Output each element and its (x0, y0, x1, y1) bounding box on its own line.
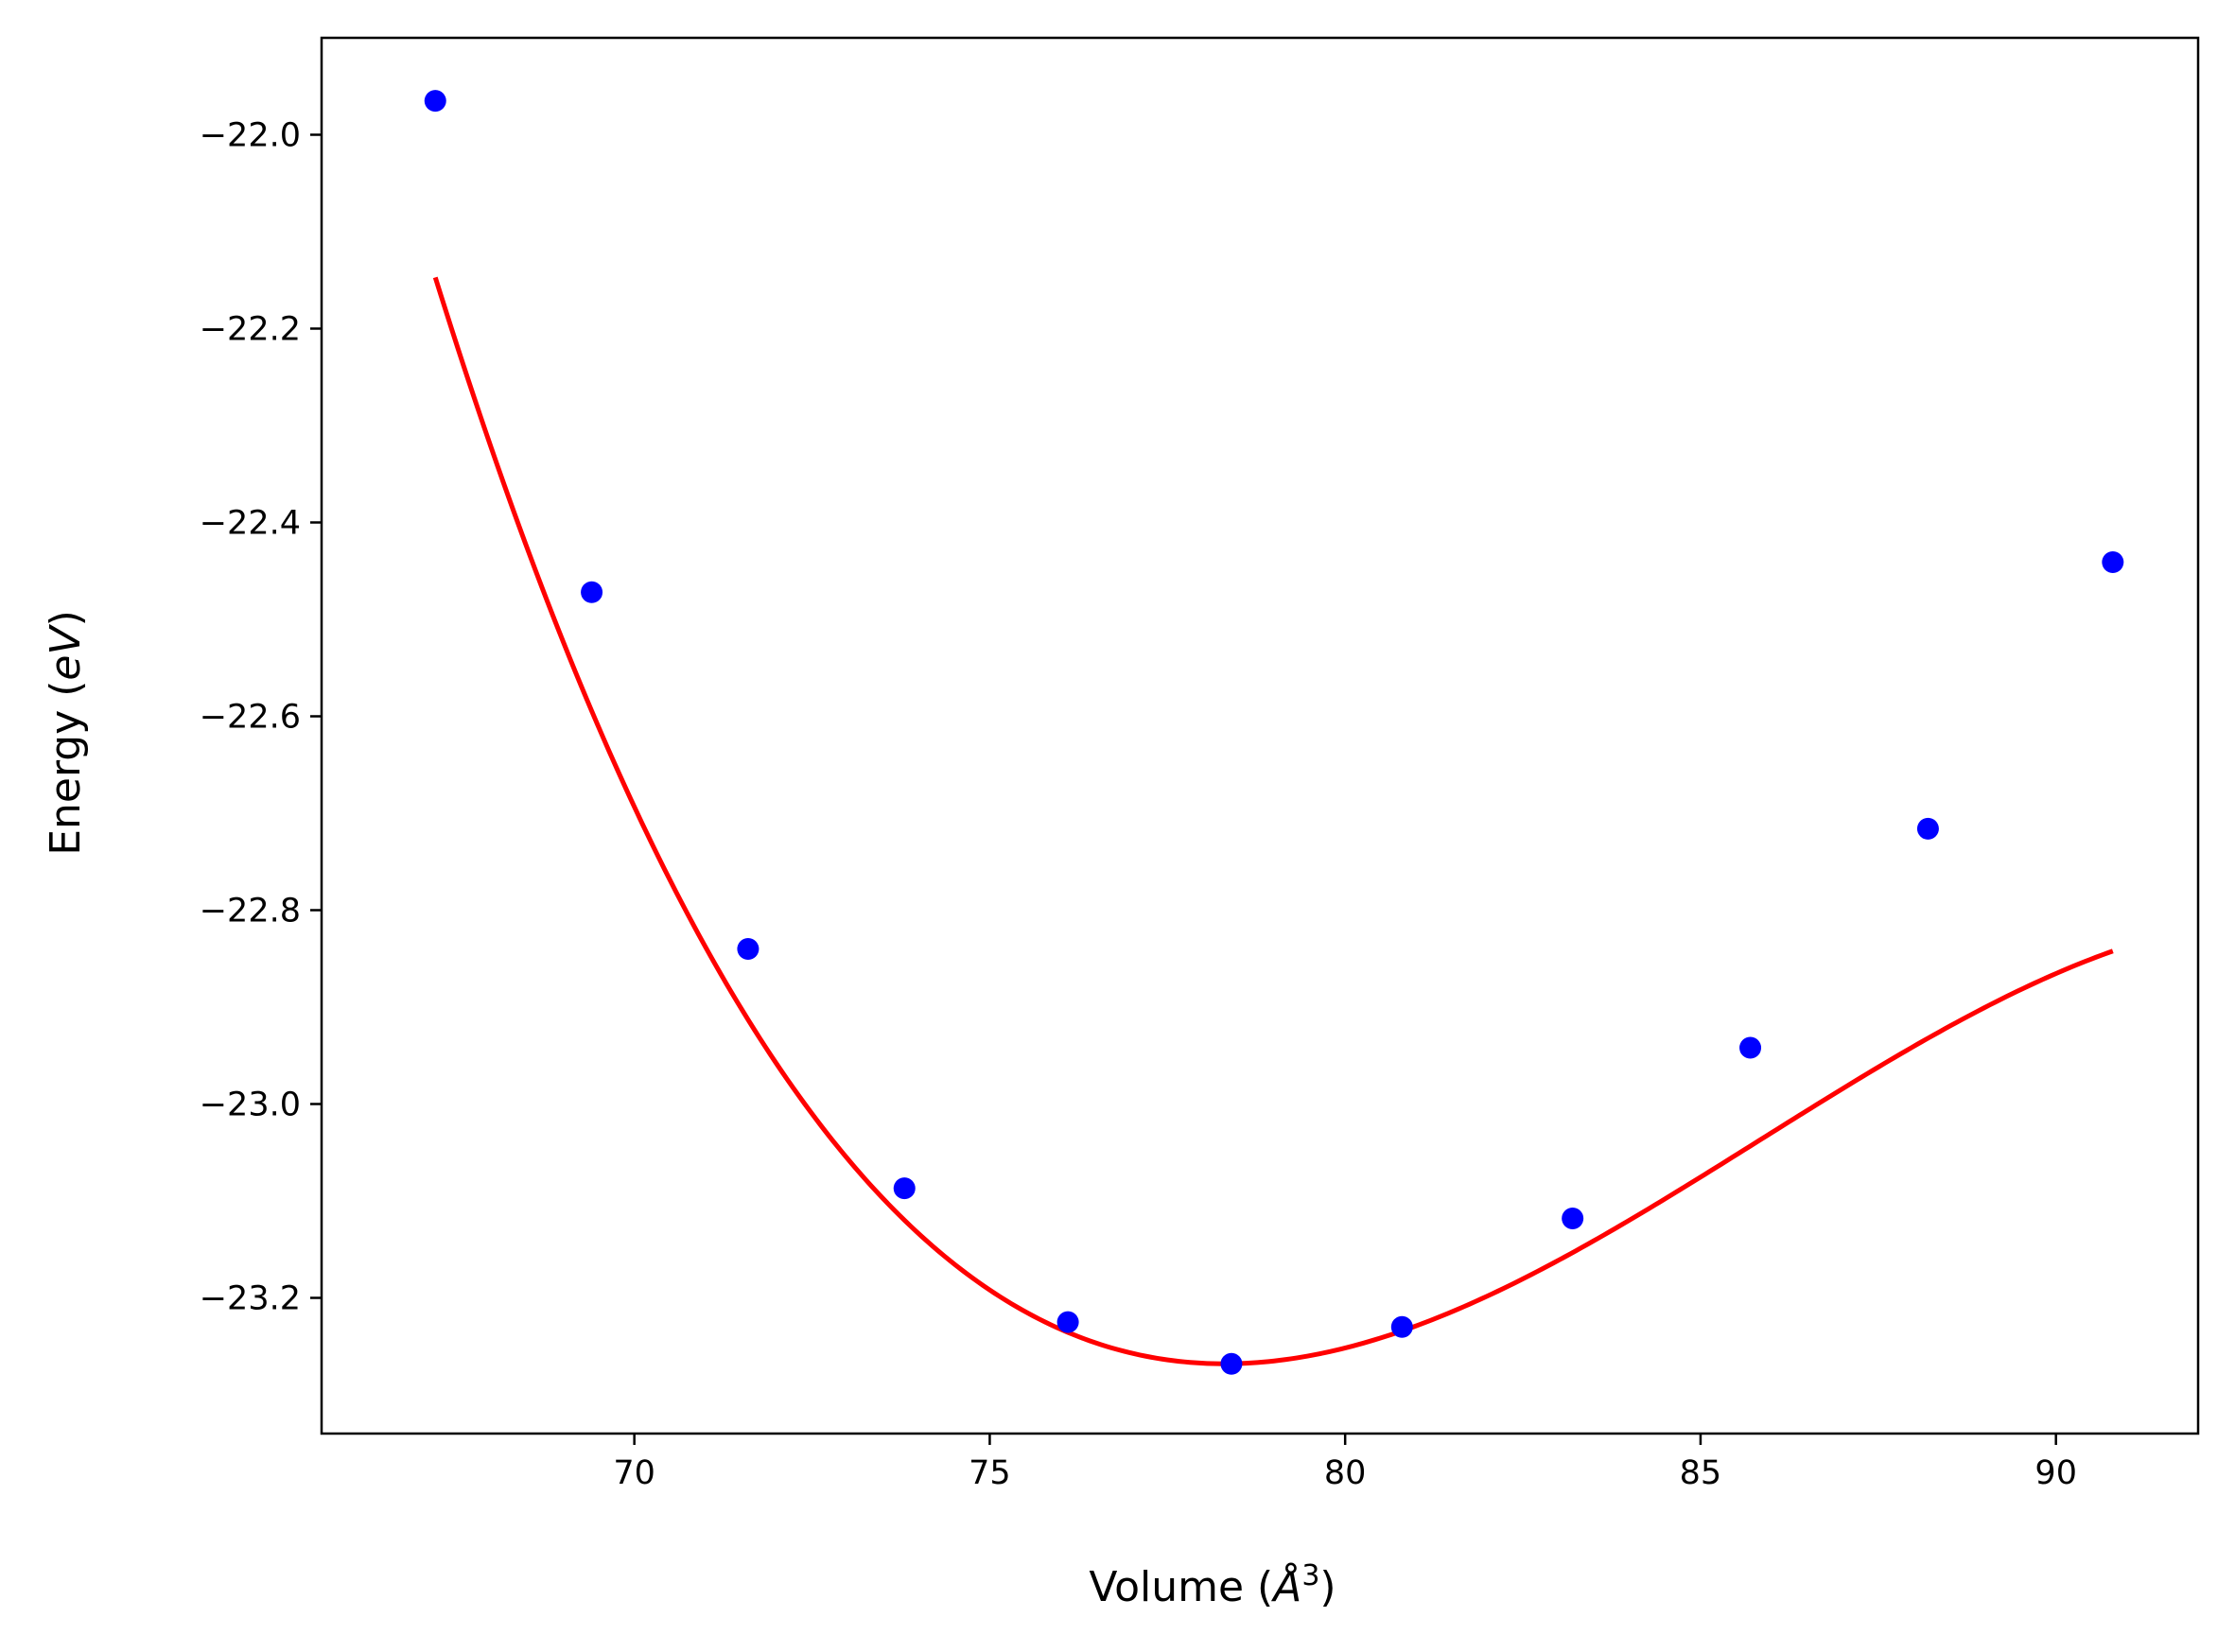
data-point (1562, 1207, 1584, 1229)
y-tick-label: −22.8 (200, 893, 301, 930)
data-point (581, 581, 603, 603)
x-tick-label: 85 (1680, 1454, 1722, 1492)
x-tick-label: 75 (969, 1454, 1011, 1492)
y-tick-label: −22.4 (200, 505, 301, 543)
y-tick-label: −22.6 (200, 699, 301, 737)
x-axis-label-suffix: ) (1319, 1563, 1336, 1611)
data-point (1390, 1315, 1413, 1338)
data-point (424, 90, 446, 113)
x-axis-label-prefix: Volume ( (1089, 1563, 1273, 1611)
y-axis-label-prefix: Energy ( (42, 681, 90, 856)
x-tick-label: 80 (1324, 1454, 1367, 1492)
data-point (1220, 1352, 1243, 1375)
plot-frame (320, 36, 2200, 1435)
y-tick-label: −22.2 (200, 311, 301, 349)
plot-area (424, 90, 2124, 1375)
fit-curve (432, 276, 2114, 1366)
data-point (1739, 1036, 1762, 1059)
y-tick-label: −23.2 (200, 1280, 301, 1318)
x-tick-label: 90 (2034, 1454, 2077, 1492)
y-axis-ticks: −22.0 −22.2 −22.4 −22.6 −22.8 −23.0 −23.2 (200, 117, 322, 1318)
data-point (1916, 817, 1939, 840)
y-axis-label-unit: eV (42, 624, 90, 681)
y-axis-label-suffix: ) (42, 610, 90, 626)
data-point (893, 1177, 916, 1200)
x-tick-label: 70 (613, 1454, 655, 1492)
x-axis-ticks: 70 75 80 85 90 (613, 1434, 2077, 1492)
data-point (737, 938, 760, 960)
y-axis-label: Energy (eV) (42, 610, 90, 856)
data-point (1056, 1311, 1079, 1333)
y-tick-label: −23.0 (200, 1087, 301, 1124)
x-axis-label: Volume (Å3) (1089, 1559, 1336, 1612)
x-axis-label-power: 3 (1301, 1559, 1319, 1592)
x-axis-label-symbol: Å (1270, 1561, 1301, 1611)
data-point (2102, 551, 2124, 574)
y-tick-label: −22.0 (200, 117, 301, 155)
